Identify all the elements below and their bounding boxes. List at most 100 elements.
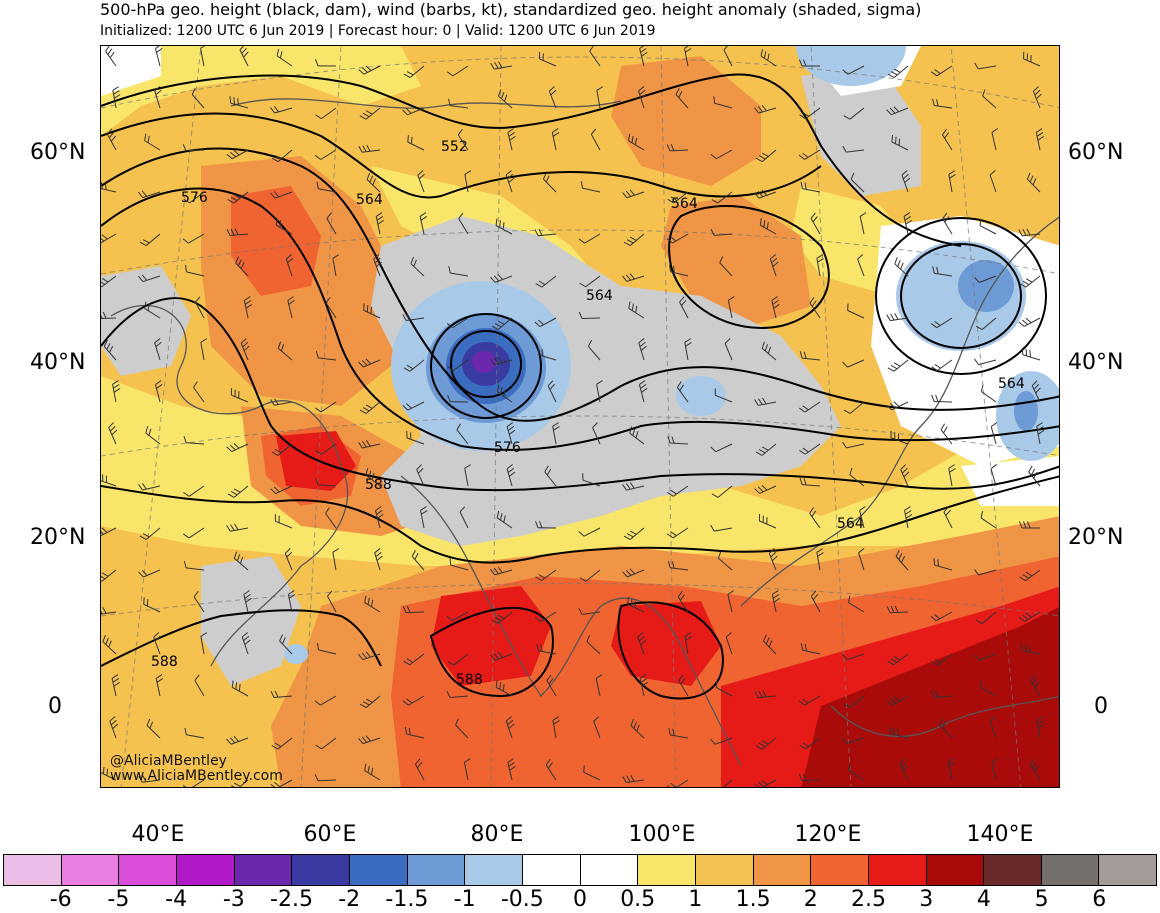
wind-barb	[507, 128, 516, 151]
contour-label: 564	[671, 196, 698, 212]
wind-barb	[850, 172, 865, 193]
wind-barb	[403, 359, 425, 372]
wind-barb	[102, 635, 117, 655]
anomaly-region-orange	[611, 56, 761, 186]
wind-barb	[101, 569, 117, 582]
wind-barb	[848, 595, 865, 613]
wind-barb	[816, 254, 824, 277]
wind-barb	[534, 611, 557, 622]
wind-barb	[799, 443, 821, 455]
wind-barb	[1026, 172, 1041, 193]
anomaly-region-dark-orange	[231, 186, 321, 296]
wind-barb	[714, 388, 733, 403]
wind-barb	[842, 737, 865, 744]
wind-barb	[622, 482, 645, 491]
wind-barb	[194, 674, 205, 697]
wind-barb	[402, 401, 425, 411]
anomaly-region-orange	[661, 196, 811, 326]
wind-barb	[447, 359, 469, 371]
wind-barb	[227, 485, 249, 498]
wind-barb	[182, 233, 205, 244]
colorbar-tick-label: -1.5	[385, 887, 429, 912]
wind-barb	[932, 98, 953, 109]
wind-barb	[315, 59, 337, 67]
colorbar-swatch	[1041, 855, 1100, 885]
wind-barb	[545, 758, 557, 781]
colorbar-swatch	[465, 855, 523, 885]
wind-barb	[627, 597, 645, 613]
wind-barb	[939, 718, 953, 739]
wind-barb	[809, 297, 821, 319]
wind-barb	[448, 266, 469, 277]
wind-barb	[942, 212, 953, 235]
wind-barb	[1029, 758, 1041, 781]
anomaly-region-red	[276, 431, 356, 491]
lat-label-left: 60°N	[30, 140, 86, 165]
wind-barb	[842, 441, 865, 449]
wind-barb	[108, 422, 118, 445]
wind-barb	[101, 181, 117, 193]
wind-barb	[456, 423, 469, 445]
anomaly-low-purple	[472, 351, 496, 373]
wind-barb	[842, 359, 865, 368]
wind-barb	[315, 737, 337, 750]
wind-barb	[375, 506, 384, 529]
wind-barb	[463, 758, 471, 781]
wind-barb	[713, 96, 733, 109]
wind-barb	[101, 275, 117, 288]
wind-barb	[623, 527, 645, 540]
wind-barb	[1019, 521, 1041, 529]
wind-barb	[184, 264, 205, 277]
wind-barb	[200, 46, 206, 67]
wind-barb	[315, 443, 337, 455]
wind-barb	[886, 695, 909, 706]
wind-barb	[200, 338, 208, 361]
wind-barb	[155, 674, 164, 697]
wind-barb	[551, 128, 560, 151]
wind-barb	[623, 233, 645, 247]
wind-barb	[284, 548, 293, 571]
wind-barb	[144, 301, 161, 319]
wind-barb	[799, 401, 821, 413]
wind-barb	[679, 296, 689, 319]
wind-barb	[990, 422, 998, 445]
colorbar-swatch	[4, 855, 62, 885]
wind-barb	[358, 440, 381, 449]
wind-barb	[638, 86, 647, 109]
wind-barb	[982, 89, 997, 109]
wind-barb	[676, 381, 689, 403]
wind-barb	[101, 527, 117, 537]
wind-barb	[974, 62, 997, 70]
wind-barb	[799, 351, 821, 361]
colorbar-tick-label: -4	[165, 887, 188, 912]
wind-barb	[271, 737, 293, 750]
lon-label: 100°E	[628, 822, 696, 847]
colorbar-swatch	[176, 855, 235, 885]
wind-barb	[279, 634, 293, 655]
wind-barb	[106, 128, 117, 151]
wind-barb	[1018, 611, 1041, 622]
colorbar-swatch	[638, 855, 696, 885]
wind-barb	[459, 506, 469, 529]
wind-barb	[886, 313, 909, 322]
wind-barb	[490, 274, 513, 283]
colorbar-swatch	[292, 855, 350, 885]
wind-barb	[274, 514, 293, 529]
wind-barb	[332, 254, 340, 277]
wind-barb	[847, 303, 865, 319]
wind-barb	[991, 128, 999, 151]
wind-barb	[490, 61, 513, 70]
wind-barb	[183, 435, 205, 445]
wind-barb	[947, 758, 956, 781]
colorbar-tick-label: -1	[453, 887, 476, 912]
colorbar-swatch	[1099, 855, 1157, 885]
wind-barb	[271, 443, 293, 456]
wind-barb	[448, 98, 469, 109]
wind-barb	[537, 347, 557, 361]
lon-label: 60°E	[303, 822, 357, 847]
colorbar-tick-label: 5	[1034, 887, 1049, 912]
wind-barb	[193, 381, 205, 403]
wind-barb	[583, 765, 601, 781]
wind-barb	[191, 88, 205, 109]
contour-labels: 552 564 576 564 564 564 576 588 564 588 …	[151, 139, 1025, 688]
